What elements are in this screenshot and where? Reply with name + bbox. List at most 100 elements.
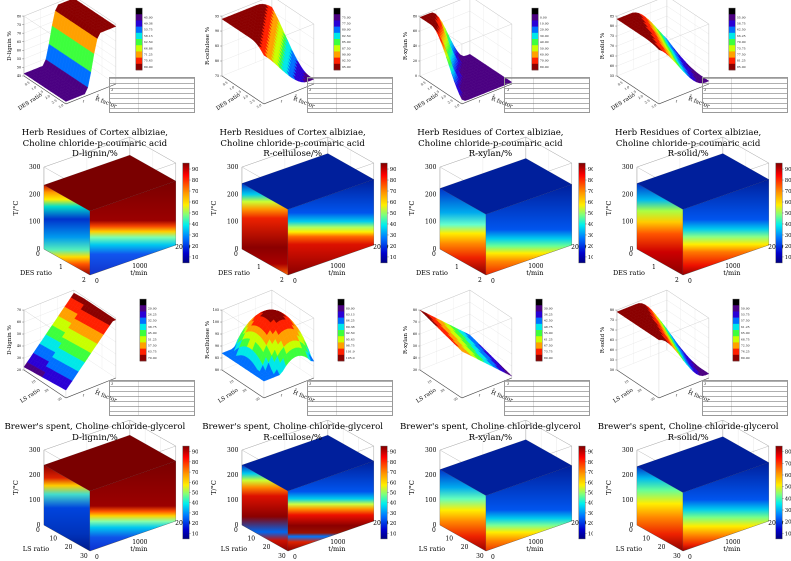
svg-text:20: 20	[439, 388, 445, 394]
svg-text:50.00: 50.00	[539, 46, 548, 50]
svg-text:0: 0	[432, 251, 436, 258]
svg-text:30: 30	[587, 233, 593, 239]
svg-text:0: 0	[630, 522, 634, 529]
svg-text:85.00: 85.00	[737, 65, 746, 69]
surface-slab	[43, 154, 177, 276]
svg-text:R-cellulose %: R-cellulose %	[205, 27, 211, 65]
svg-text:70: 70	[390, 470, 396, 476]
svg-text:20: 20	[412, 59, 416, 63]
surface-3d	[23, 292, 117, 391]
surface-slab	[241, 153, 374, 276]
svg-text:45.00: 45.00	[144, 15, 153, 19]
svg-text:50: 50	[390, 490, 396, 496]
svg-text:300: 300	[29, 447, 41, 454]
svg-text:2: 2	[294, 387, 297, 391]
svg-text:80: 80	[215, 59, 219, 63]
svg-text:51.25: 51.25	[148, 337, 157, 341]
svg-text:300: 300	[622, 447, 634, 454]
colorbar: 80 70 60 50 40 30 20 10	[775, 445, 791, 540]
svg-text:2: 2	[294, 93, 297, 97]
svg-text:80.00: 80.00	[144, 65, 153, 69]
svg-text:50: 50	[785, 211, 791, 217]
colorbar: 20.00 26.25 32.50 38.75 45.00 51.25 57.50 63.75…	[139, 298, 157, 362]
svg-text:DES ratio: DES ratio	[413, 92, 440, 112]
svg-text:61.25: 61.25	[543, 337, 552, 341]
svg-text:45.00: 45.00	[148, 331, 157, 335]
svg-text:50.00: 50.00	[741, 306, 750, 310]
svg-text:t/min: t/min	[130, 269, 147, 277]
svg-text:20: 20	[460, 544, 468, 551]
subplot-row4-col1: Brewer's spent, Choline chloride-glycero…	[0, 420, 198, 561]
svg-text:85.00: 85.00	[342, 40, 351, 44]
svg-text:70: 70	[785, 189, 791, 195]
svg-text:LS ratio: LS ratio	[415, 387, 438, 405]
svg-text:20: 20	[637, 388, 643, 394]
svg-text:0: 0	[293, 554, 297, 561]
svg-text:300: 300	[227, 447, 239, 454]
svg-text:30: 30	[192, 511, 198, 517]
subplot-row1-col3: 0 20 40 60 80 R-xylan % 0.5 1.0 1.5 2.0 2.5 3.0 DES …	[396, 0, 594, 125]
svg-text:1: 1	[455, 264, 459, 271]
svg-text:10: 10	[445, 536, 453, 543]
svg-text:1: 1	[82, 99, 85, 103]
svg-text:20: 20	[587, 244, 593, 250]
svg-text:200: 200	[622, 472, 634, 479]
svg-text:40: 40	[785, 222, 791, 228]
svg-text:50: 50	[412, 344, 416, 348]
svg-text:R-solid %: R-solid %	[600, 33, 606, 60]
svg-text:200: 200	[227, 191, 239, 198]
title-line: Brewer's spent, Choline chloride-glycero…	[4, 422, 186, 432]
svg-text:30.00: 30.00	[543, 306, 552, 310]
svg-text:80: 80	[215, 368, 219, 372]
svg-text:40.00: 40.00	[539, 40, 548, 44]
svg-text:77.50: 77.50	[737, 53, 746, 57]
svg-text:T/°C: T/°C	[12, 480, 20, 495]
plot-title: Brewer's spent, Choline chloride-glycero…	[198, 422, 388, 443]
plot-title: Brewer's spent, Choline chloride-glycero…	[396, 422, 586, 443]
title-line: R-xylan/%	[468, 149, 513, 159]
svg-text:60: 60	[587, 200, 593, 206]
svg-text:58.13: 58.13	[144, 34, 153, 38]
svg-text:77.50: 77.50	[342, 22, 351, 26]
svg-text:68.75: 68.75	[741, 337, 750, 341]
svg-text:2.5: 2.5	[51, 99, 57, 105]
svg-text:73.75: 73.75	[543, 350, 552, 354]
svg-text:87.50: 87.50	[342, 46, 351, 50]
svg-text:75: 75	[215, 74, 219, 78]
svg-text:58.75: 58.75	[737, 22, 746, 26]
colorbar: 45.00 49.38 53.75 58.13 62.50 66.88 71.25 75.63…	[135, 7, 153, 71]
svg-text:20: 20	[192, 244, 198, 250]
svg-text:62.50: 62.50	[144, 40, 153, 44]
svg-text:0: 0	[629, 527, 633, 534]
svg-text:2: 2	[96, 387, 99, 391]
svg-text:50: 50	[192, 490, 198, 496]
svg-text:70: 70	[192, 470, 198, 476]
svg-text:1: 1	[280, 393, 283, 397]
svg-text:71.25: 71.25	[144, 53, 153, 57]
svg-text:80: 80	[390, 460, 396, 466]
svg-text:80.00: 80.00	[741, 356, 750, 360]
svg-text:55: 55	[17, 57, 21, 61]
svg-text:98.75: 98.75	[346, 344, 355, 348]
svg-text:90: 90	[192, 450, 198, 456]
svg-text:DES ratio: DES ratio	[215, 92, 242, 112]
svg-text:0.5: 0.5	[617, 81, 623, 87]
svg-text:30: 30	[673, 553, 681, 560]
title-line: R-cellulose/%	[263, 149, 323, 159]
svg-text:t/min: t/min	[723, 269, 740, 277]
svg-text:55: 55	[610, 358, 614, 362]
svg-text:D-lignin %: D-lignin %	[7, 325, 13, 355]
svg-text:0: 0	[37, 246, 41, 253]
surface-slab	[439, 158, 572, 276]
svg-text:81.25: 81.25	[737, 59, 746, 63]
svg-text:10: 10	[390, 531, 396, 537]
svg-text:90: 90	[215, 344, 219, 348]
svg-text:300: 300	[227, 164, 239, 171]
svg-text:0: 0	[415, 74, 417, 78]
svg-text:70.00: 70.00	[539, 59, 548, 63]
svg-text:2: 2	[82, 277, 86, 284]
svg-text:40: 40	[587, 222, 593, 228]
svg-text:0: 0	[490, 278, 494, 285]
